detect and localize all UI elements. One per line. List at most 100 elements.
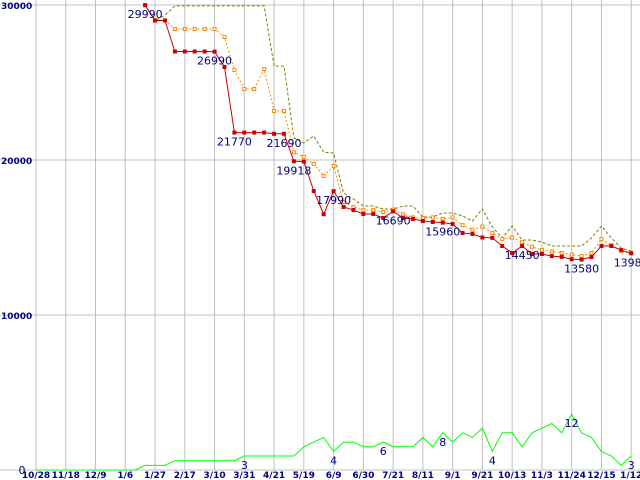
x-tick-label: 10/13 bbox=[498, 471, 526, 480]
price-label: 13580 bbox=[564, 263, 599, 276]
price-label: 29990 bbox=[128, 8, 163, 21]
x-tick-label: 9/1 bbox=[445, 471, 461, 480]
min-price-point bbox=[222, 65, 227, 69]
avg-price-point bbox=[232, 68, 237, 73]
avg-price-point bbox=[351, 204, 356, 209]
min-price-point bbox=[619, 248, 624, 253]
min-price-point bbox=[341, 204, 346, 209]
x-tick-label: 3/31 bbox=[233, 471, 255, 480]
min-price-point bbox=[549, 254, 554, 259]
series-line-max bbox=[144, 4, 632, 252]
avg-price-point bbox=[539, 247, 544, 252]
avg-price-point bbox=[589, 251, 594, 255]
avg-price-point bbox=[430, 215, 435, 220]
x-tick-label: 3/10 bbox=[204, 471, 226, 480]
price-label: 26990 bbox=[197, 55, 232, 68]
min-price-point bbox=[599, 244, 604, 249]
avg-price-point bbox=[450, 215, 455, 220]
avg-price-point bbox=[401, 212, 406, 217]
avg-price-point bbox=[381, 210, 386, 215]
min-price-point bbox=[530, 252, 534, 257]
avg-price-point bbox=[480, 224, 485, 229]
count-label: 3 bbox=[241, 459, 248, 472]
x-tick-label: 11/18 bbox=[52, 471, 80, 480]
min-price-point bbox=[172, 49, 177, 54]
avg-price-point bbox=[470, 227, 475, 232]
min-price-point bbox=[450, 222, 455, 227]
avg-price-point bbox=[579, 254, 584, 259]
avg-price-point bbox=[530, 244, 534, 249]
min-price-point bbox=[311, 189, 316, 193]
x-tick-label: 1/12 bbox=[620, 471, 640, 480]
min-price-point bbox=[262, 130, 267, 135]
count-label: 12 bbox=[565, 417, 579, 430]
min-price-point bbox=[301, 159, 306, 164]
avg-price-point bbox=[212, 27, 217, 32]
avg-price-point bbox=[549, 249, 554, 254]
avg-price-point bbox=[192, 27, 197, 32]
price-label: 16690 bbox=[376, 214, 411, 227]
avg-price-point bbox=[291, 150, 296, 155]
min-price-point bbox=[520, 244, 525, 249]
min-price-point bbox=[430, 220, 435, 224]
x-tick-label: 1/6 bbox=[117, 471, 133, 480]
price-label: 15960 bbox=[425, 226, 460, 239]
min-price-point bbox=[391, 209, 396, 214]
min-price-point bbox=[579, 257, 584, 262]
min-price-point bbox=[202, 49, 207, 54]
price-label: 17990 bbox=[316, 194, 351, 207]
avg-price-point bbox=[172, 27, 177, 32]
x-tick-label: 9/21 bbox=[471, 471, 493, 480]
min-price-point bbox=[282, 131, 286, 136]
avg-price-point bbox=[371, 208, 376, 213]
avg-price-point bbox=[252, 87, 257, 92]
avg-price-point bbox=[361, 208, 366, 213]
x-tick-label: 12/15 bbox=[587, 471, 615, 480]
avg-price-point bbox=[262, 67, 267, 72]
min-price-point bbox=[371, 211, 376, 216]
count-label: 6 bbox=[380, 445, 387, 458]
min-price-point bbox=[460, 231, 465, 236]
avg-price-point bbox=[222, 34, 227, 39]
count-label: 3 bbox=[628, 459, 635, 472]
data-labels: 29990 26990 21770 21690 19918 17990 16690 15960… bbox=[19, 8, 640, 477]
x-tick-label: 5/19 bbox=[293, 471, 315, 480]
x-tick-label: 2/17 bbox=[174, 471, 196, 480]
min-price-point bbox=[272, 131, 277, 136]
avg-price-point bbox=[520, 240, 525, 245]
min-price-point bbox=[440, 220, 445, 225]
price-label: 19918 bbox=[276, 164, 311, 177]
min-price-point bbox=[192, 49, 197, 54]
avg-price-point bbox=[272, 109, 277, 114]
min-price-point bbox=[500, 244, 505, 249]
x-tick-label: 7/21 bbox=[382, 471, 404, 480]
min-price-point bbox=[401, 215, 406, 220]
avg-price-point bbox=[490, 230, 495, 235]
min-price-point bbox=[182, 49, 187, 54]
avg-price-point bbox=[341, 200, 346, 205]
min-price-point bbox=[539, 252, 544, 257]
min-price-point bbox=[490, 235, 495, 240]
avg-price-point bbox=[321, 173, 326, 178]
avg-price-point bbox=[440, 216, 445, 221]
min-price-point bbox=[381, 215, 386, 220]
avg-price-point bbox=[282, 109, 286, 114]
price-label: 14450 bbox=[505, 249, 540, 262]
min-price-point bbox=[331, 189, 336, 194]
min-price-point bbox=[351, 208, 356, 213]
x-tick-label: 11/24 bbox=[558, 471, 586, 480]
series-line-count bbox=[36, 413, 632, 471]
series-lines bbox=[36, 3, 634, 471]
min-price-point bbox=[361, 211, 366, 216]
min-price-point bbox=[143, 3, 148, 8]
min-price-point bbox=[470, 231, 475, 236]
avg-price-point bbox=[182, 27, 187, 32]
x-tick-label: 11/3 bbox=[531, 471, 553, 480]
x-tick-label: 6/30 bbox=[352, 471, 374, 480]
y-tick-label: 30000 bbox=[1, 2, 32, 12]
min-price-point bbox=[510, 251, 515, 255]
x-tick-label: 10/28 bbox=[22, 471, 50, 480]
min-price-point bbox=[609, 244, 614, 249]
